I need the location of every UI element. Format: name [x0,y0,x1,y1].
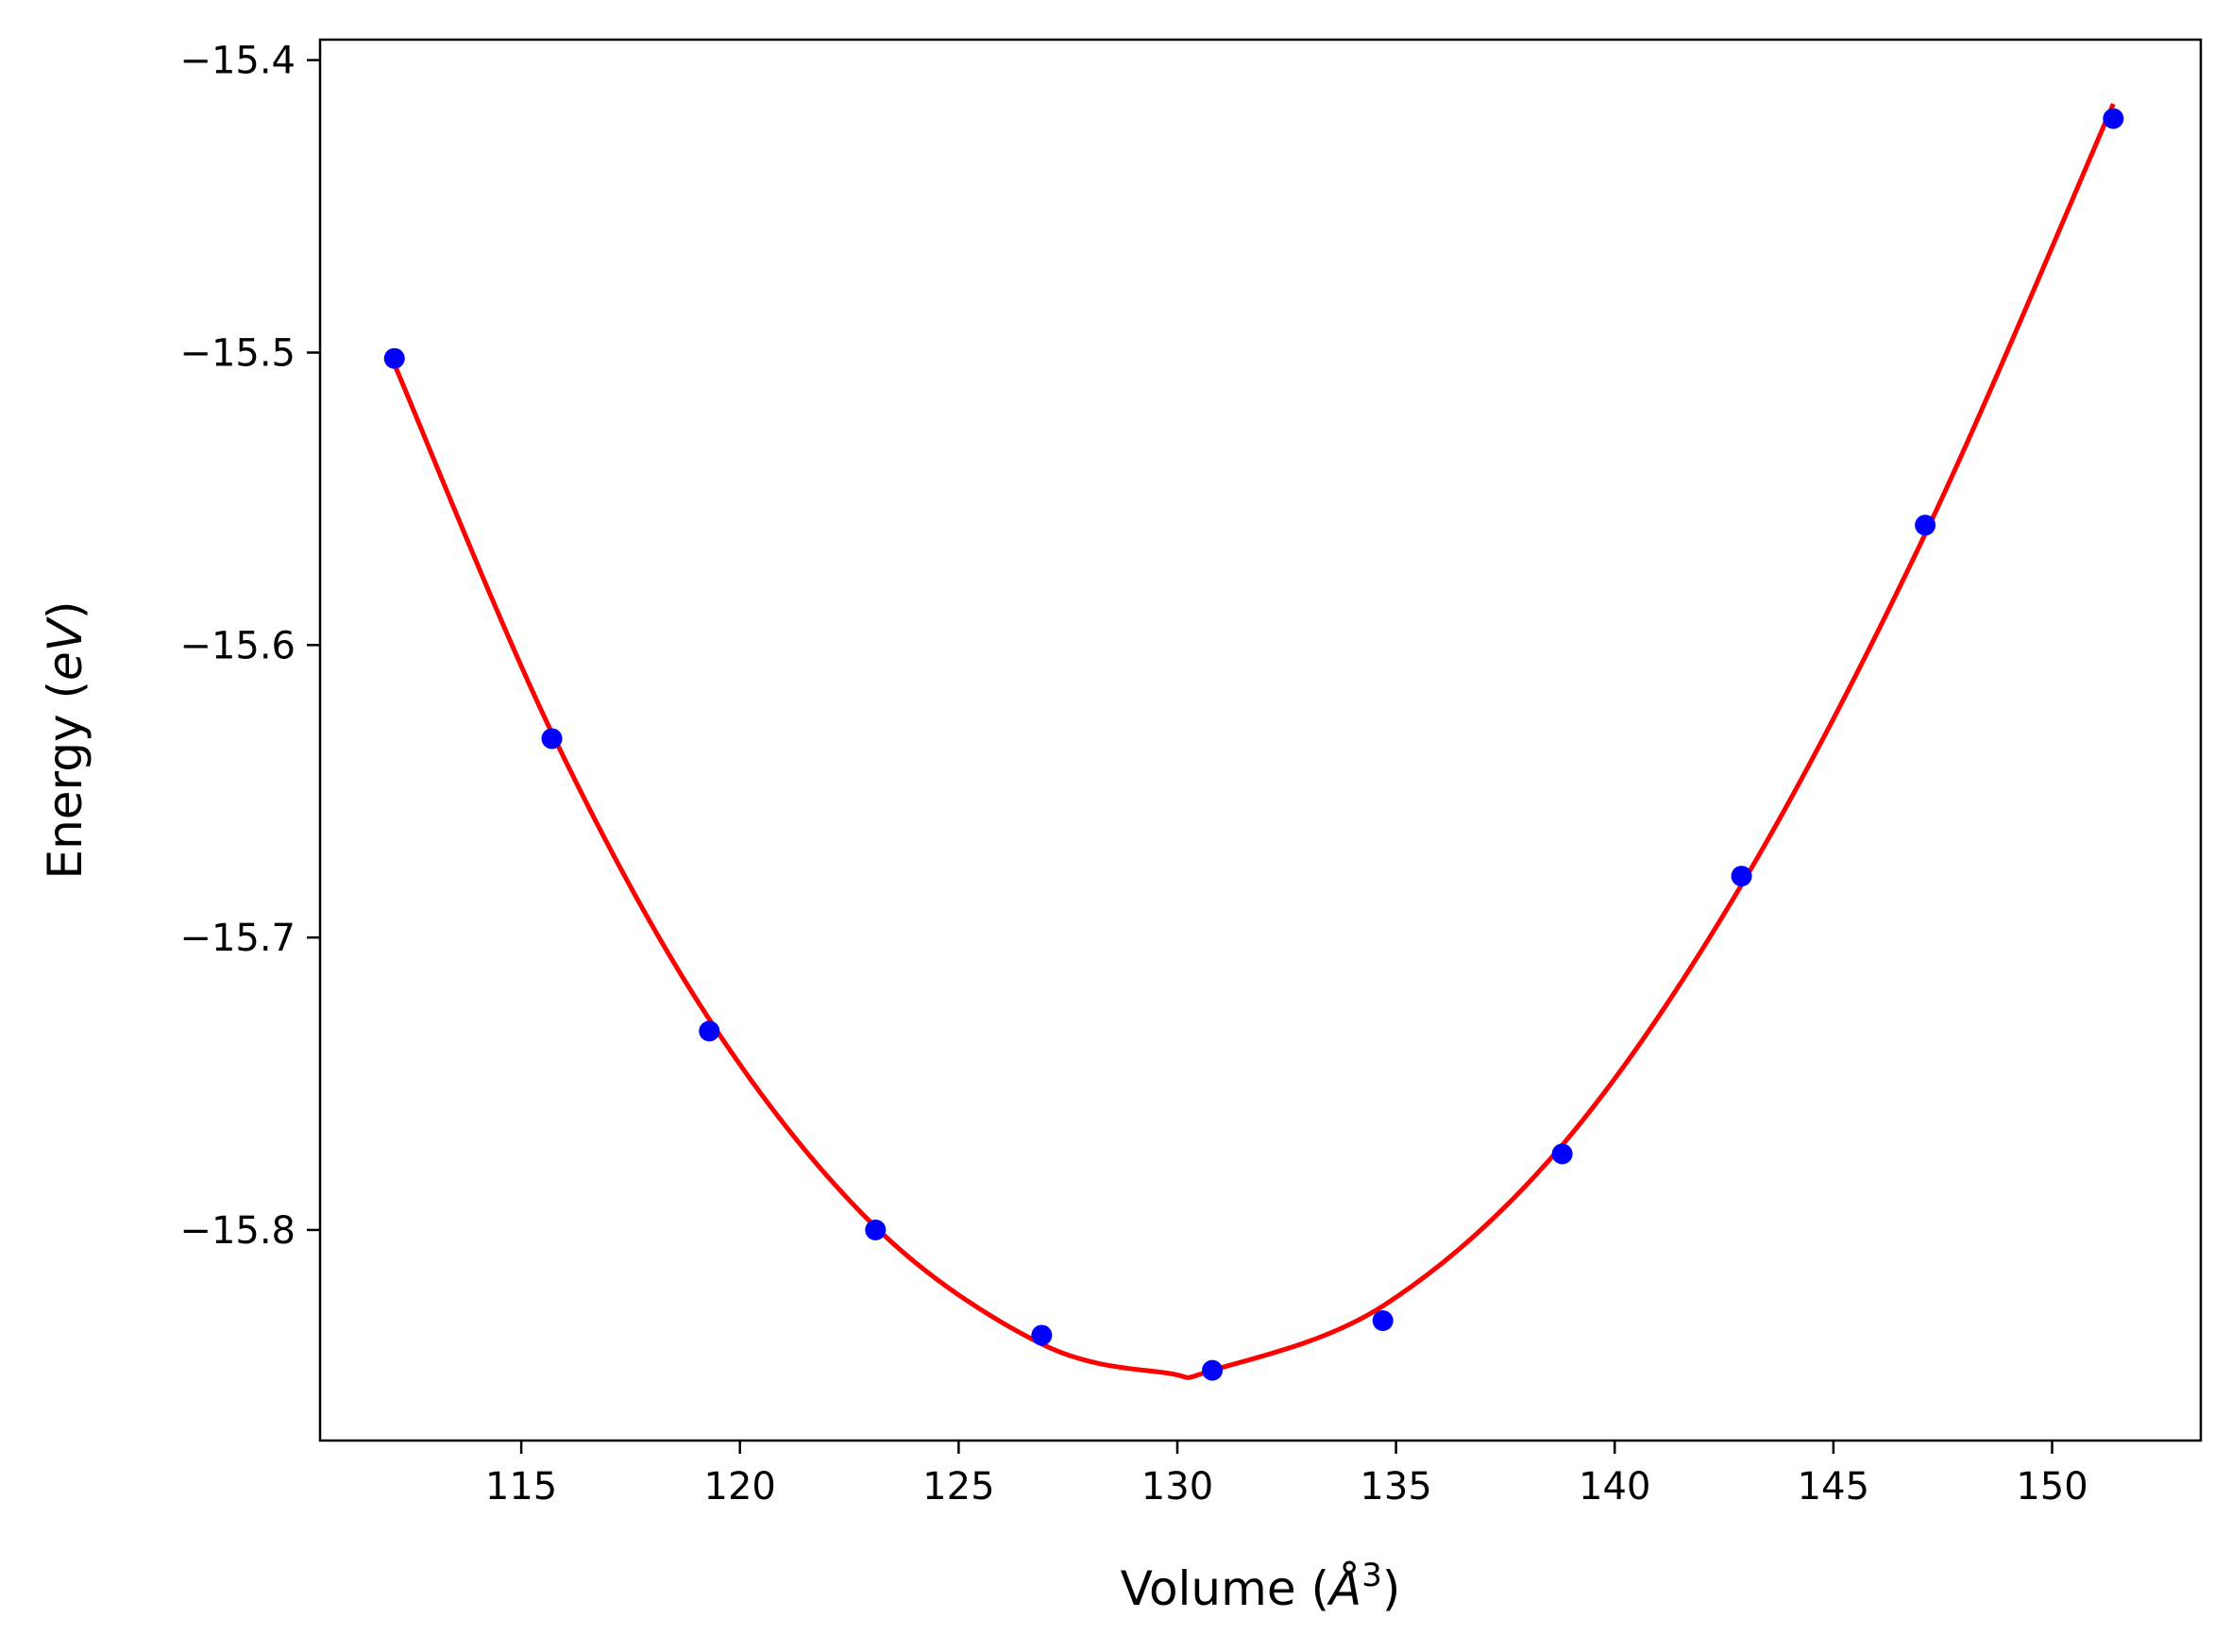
x-tick-label: 135 [1360,1465,1431,1509]
data-point [383,347,405,369]
axes-frame [318,38,2203,1442]
data-point [699,1020,720,1042]
y-tick-label: −15.8 [179,1209,296,1253]
x-tick-label: 150 [2016,1465,2087,1509]
data-point [1551,1143,1573,1165]
data-point [1202,1359,1224,1381]
x-axis: 115 120 125 130 135 140 145 150 [485,1441,2088,1509]
x-tick-label: 145 [1798,1465,1869,1509]
x-tick-label: 125 [922,1465,994,1509]
x-tick-label: 140 [1579,1465,1650,1509]
x-tick-label: 115 [485,1465,557,1509]
data-point [1372,1309,1394,1331]
y-tick-label: −15.4 [179,40,296,83]
plot-area [383,103,2124,1381]
y-tick-label: −15.7 [179,917,296,960]
data-point [2103,108,2124,129]
x-tick-label: 120 [704,1465,776,1509]
data-point [865,1219,887,1240]
data-point [1915,514,1936,536]
data-point [1031,1324,1053,1346]
data-point [1731,866,1752,887]
data-point [541,728,563,750]
x-tick-label: 130 [1141,1465,1213,1509]
y-axis: −15.8 −15.7 −15.6 −15.5 −15.4 [179,40,320,1253]
y-tick-label: −15.6 [179,624,296,667]
y-tick-label: −15.5 [179,331,296,375]
y-axis-title: Energy (eV) [38,601,93,880]
x-axis-title: Volume (Å3) [1121,1557,1401,1616]
